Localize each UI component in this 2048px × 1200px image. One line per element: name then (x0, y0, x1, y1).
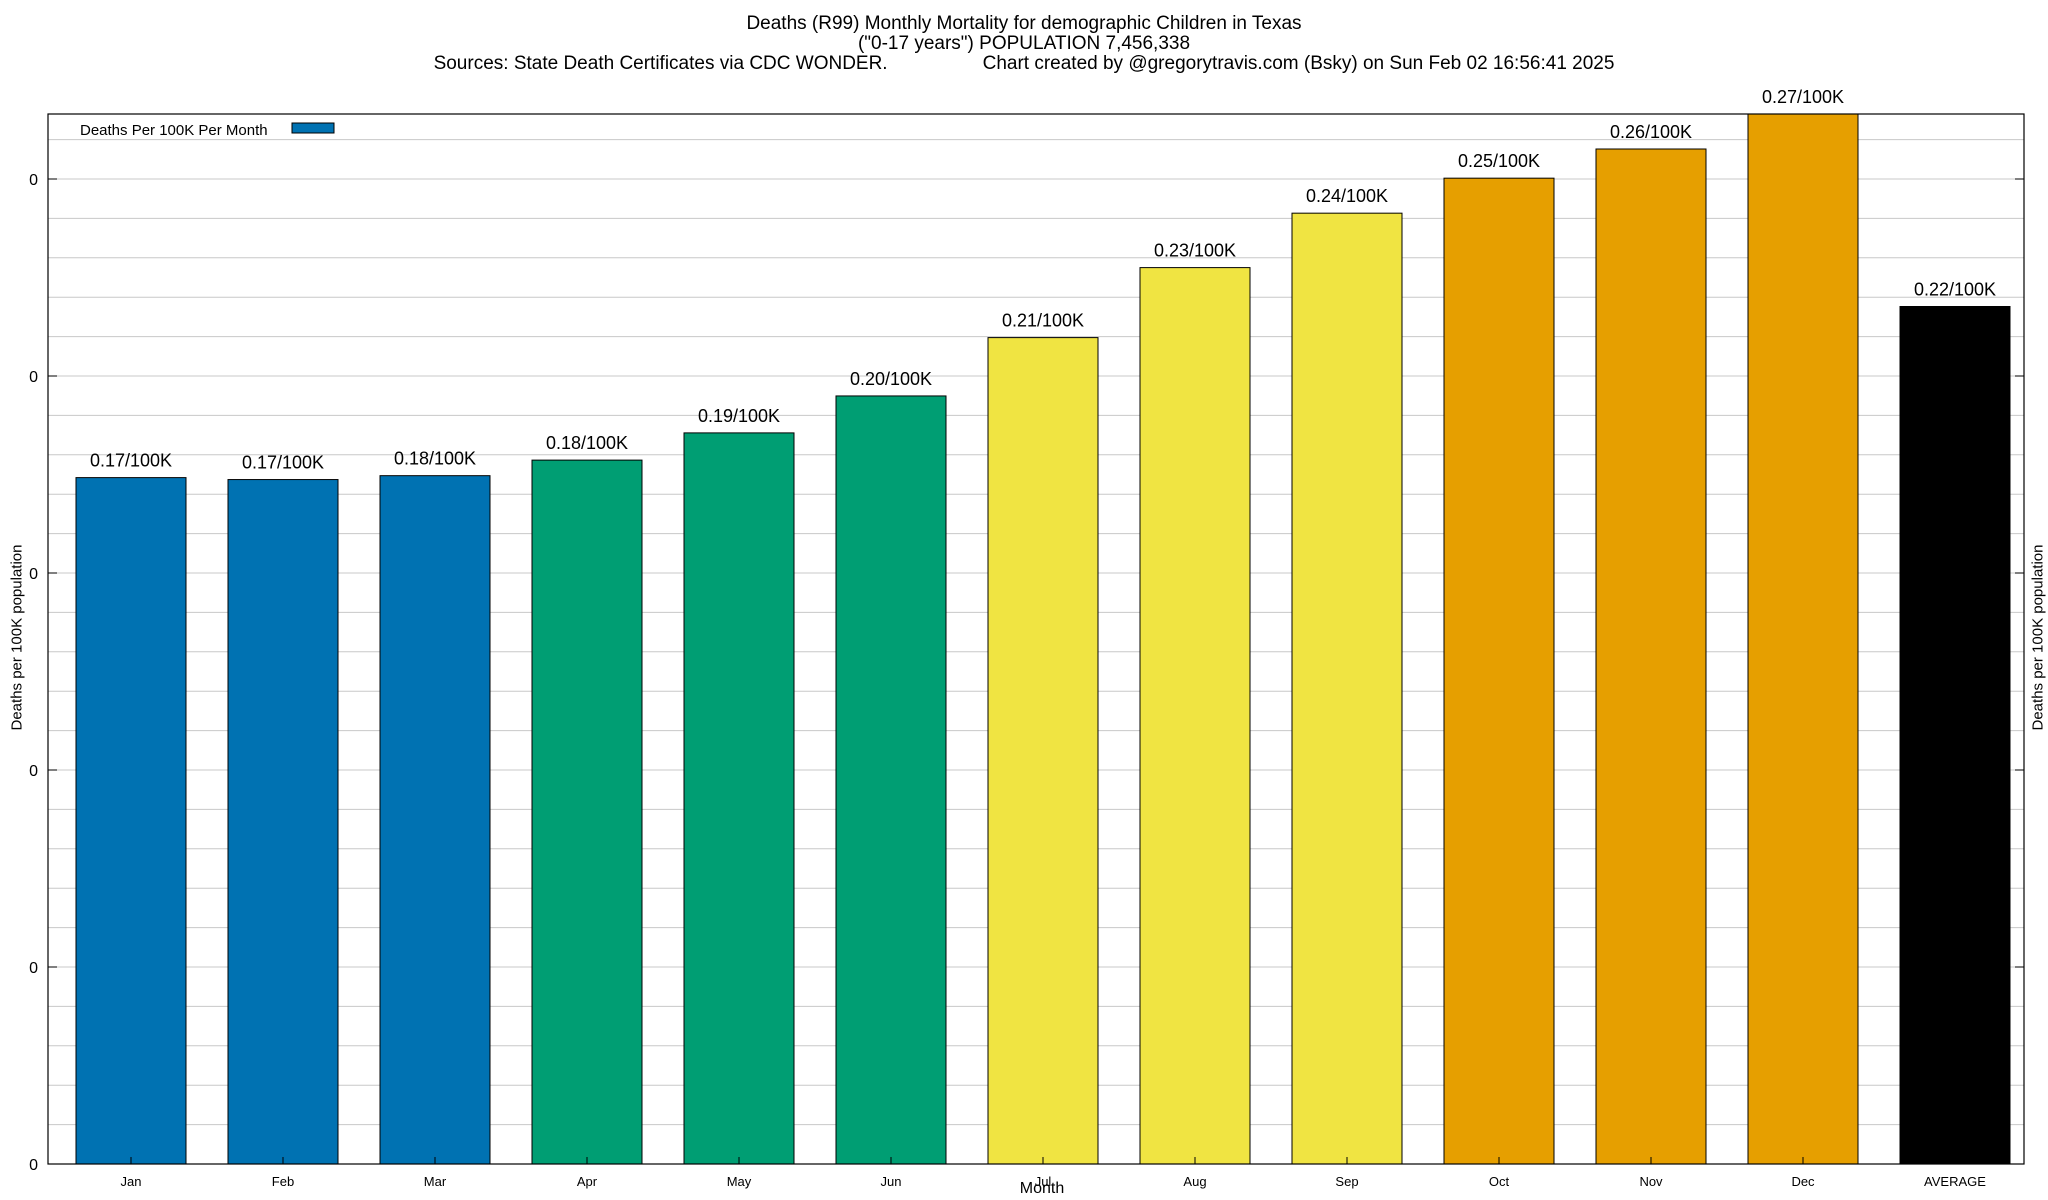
chart-source-line: Sources: State Death Certificates via CD… (0, 54, 2048, 74)
x-tick-label: May (727, 1174, 752, 1189)
x-tick-label: Aug (1183, 1174, 1206, 1189)
credit-text: Chart created by @gregorytravis.com (Bsk… (982, 53, 1615, 74)
bar (1291, 212, 1403, 1165)
legend-label: Deaths Per 100K Per Month (80, 122, 268, 139)
bar (683, 432, 795, 1165)
bar (987, 337, 1099, 1165)
x-tick-label: Jun (881, 1174, 902, 1189)
x-tick-label: Jul (1035, 1174, 1052, 1189)
y-tick-label: 0 (29, 960, 38, 977)
bar-data-label: 0.26/100K (1610, 122, 1692, 142)
bar (75, 477, 187, 1165)
bar-data-label: 0.17/100K (242, 453, 324, 473)
x-tick-label: Oct (1489, 1174, 1510, 1189)
x-axis-label: Month (1020, 1180, 1064, 1197)
bar-data-label: 0.21/100K (1002, 311, 1084, 331)
bar-data-label: 0.17/100K (90, 451, 172, 471)
plot-frame (47, 113, 2025, 1165)
chart-title-block: Deaths (R99) Monthly Mortality for demog… (0, 14, 2048, 74)
x-tick-label: AVERAGE (1924, 1174, 1986, 1189)
bar (379, 475, 491, 1165)
bar-data-label: 0.24/100K (1306, 186, 1388, 206)
bar (1747, 113, 1859, 1165)
x-tick-labels: Jan Feb Mar Apr May Jun Jul Aug Sep Oct Nov Dec AVER… (121, 1157, 1986, 1189)
sources-text: Sources: State Death Certificates via CD… (433, 53, 888, 74)
bar-data-label: 0.23/100K (1154, 241, 1236, 261)
bar (1899, 306, 2011, 1165)
x-tick-label: Feb (272, 1174, 294, 1189)
bar (1139, 267, 1251, 1165)
y-tick-label: 0 (29, 763, 38, 780)
bar (1595, 148, 1707, 1165)
bar (835, 395, 947, 1165)
bars (75, 113, 2011, 1165)
bar-data-label: 0.18/100K (394, 449, 476, 469)
x-tick-label: Mar (424, 1174, 447, 1189)
legend: Deaths Per 100K Per Month (80, 122, 335, 139)
bar (227, 479, 339, 1165)
y-axis-label-left: Deaths per 100K population (8, 544, 26, 730)
bar (531, 459, 643, 1165)
x-tick-label: Sep (1335, 1174, 1358, 1189)
x-tick-label: Jan (121, 1174, 142, 1189)
y-tick-label: 0 (29, 172, 38, 189)
x-tick-label: Dec (1791, 1174, 1815, 1189)
chart-subtitle: ("0-17 years") POPULATION 7,456,338 (857, 33, 1191, 54)
x-tick-label: Apr (577, 1174, 598, 1189)
y-tick-label: 0 (29, 566, 38, 583)
bar (1443, 177, 1555, 1165)
y-tick-label: 0 (29, 1157, 38, 1174)
y-tick-label: 0 (29, 369, 38, 386)
chart-title: Deaths (R99) Monthly Mortality for demog… (746, 13, 1302, 34)
bar-data-label: 0.20/100K (850, 369, 932, 389)
bar-data-label: 0.27/100K (1762, 87, 1844, 107)
bar-data-label: 0.25/100K (1458, 151, 1540, 171)
legend-swatch (291, 122, 335, 134)
y-axis-label-right: Deaths per 100K population (2029, 544, 2047, 730)
bar-data-label: 0.19/100K (698, 406, 780, 426)
data-labels: 0.17/100K 0.17/100K 0.18/100K 0.18/100K 0.19… (90, 87, 1996, 473)
x-tick-label: Nov (1639, 1174, 1663, 1189)
bar-data-label: 0.22/100K (1914, 280, 1996, 300)
bar-data-label: 0.18/100K (546, 433, 628, 453)
